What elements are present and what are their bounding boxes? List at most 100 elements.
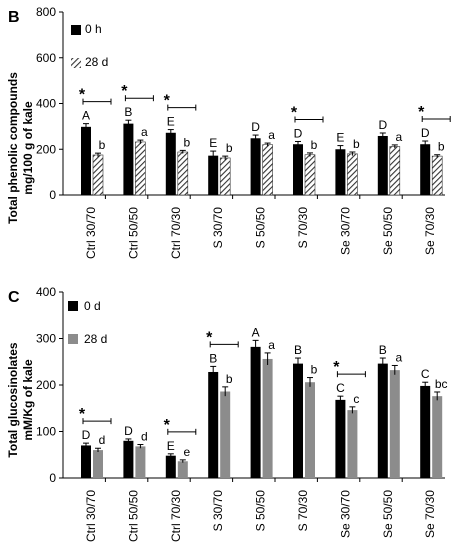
panel-c-bar-0-d-se-70-30 (420, 385, 431, 478)
panel-c-significance-letter-28-d-se-50-50: a (395, 350, 402, 364)
panel-b-category-label-se-30-70: Se 30/70 (338, 207, 352, 255)
panel-b-significance-letter-28-d-ctrl-50-50: a (141, 125, 148, 139)
panel-c-significance-letter-0-d-s-30-70: B (209, 351, 217, 365)
panel-c-bar-0-d-se-30-70 (335, 399, 346, 478)
panel-c-category-label-se-50-50: Se 50/50 (381, 490, 395, 538)
panel-c-significance-letter-28-d-ctrl-50-50: d (141, 430, 148, 444)
panel-c-significance-letter-0-d-ctrl-50-50: D (124, 424, 133, 438)
panel-b-bar-28-d-s-50-50 (262, 144, 273, 196)
panel-b-bar-0-h-se-50-50 (377, 135, 388, 195)
panel-c-category-label-se-70-30: Se 70/30 (423, 490, 437, 538)
panel-c-significance-letter-0-d-ctrl-30-70: D (82, 428, 91, 442)
panel-c-ylabel-line1: Total glucosinolates (6, 342, 20, 457)
panel-b-bar-0-h-se-30-70 (335, 149, 346, 195)
panel-b-significance-letter-0-h-ctrl-70-30: E (167, 115, 175, 129)
panel-b-category-label-ctrl-70-30: Ctrl 70/30 (169, 207, 183, 259)
panel-c-category-label-s-50-50: S 50/50 (254, 490, 268, 532)
panel-b-ytick-label-200: 200 (36, 142, 56, 156)
panel-b-bar-0-h-se-70-30 (420, 144, 431, 195)
panel-c-significance-letter-0-d-s-70-30: B (294, 343, 302, 357)
panel-b-legend-label-28-d: 28 d (85, 55, 108, 69)
panel-b-significance-letter-28-d-s-50-50: a (268, 128, 275, 142)
panel-b-sig-star-ctrl-30-70: * (79, 87, 86, 104)
panel-c-significance-letter-28-d-se-70-30: bc (435, 377, 448, 391)
panel-c-significance-letter-0-d-se-50-50: B (379, 343, 387, 357)
panel-b-ytick-label-400: 400 (36, 97, 56, 111)
panel-c-category-label-se-30-70: Se 30/70 (338, 490, 352, 538)
panel-b-significance-letter-0-h-s-70-30: D (294, 126, 303, 140)
panel-c-bar-28-d-se-70-30 (432, 396, 443, 478)
panel-b-significance-letter-28-d-se-50-50: a (395, 130, 402, 144)
panel-b-bar-0-h-ctrl-30-70 (81, 126, 91, 195)
panel-c-significance-letter-28-d-ctrl-70-30: e (183, 445, 190, 459)
panel-b-ylabel-line1: Total phenolic compounds (6, 72, 20, 224)
panel-b-significance-letter-28-d-se-30-70: b (353, 137, 360, 151)
panel-c-category-label-ctrl-30-70: Ctrl 30/70 (84, 490, 98, 542)
panel-b-bar-0-h-s-50-50 (250, 138, 261, 195)
panel-b-significance-letter-28-d-s-30-70: b (226, 141, 233, 155)
panel-c-sig-star-se-30-70: * (333, 359, 340, 376)
panel-b-sig-star-se-70-30: * (418, 104, 425, 121)
panel-b-category-label-se-50-50: Se 50/50 (381, 207, 395, 255)
panel-c-bar-28-d-ctrl-70-30 (177, 461, 188, 478)
panel-b-category-label-s-50-50: S 50/50 (254, 207, 268, 249)
panel-c-legend-swatch-0-d (68, 301, 78, 311)
panel-b-bar-28-d-se-30-70 (347, 153, 358, 196)
panel-b-sig-star-s-70-30: * (291, 104, 298, 121)
panel-c-significance-letter-0-d-ctrl-70-30: E (167, 439, 175, 453)
panel-b-bar-0-h-s-30-70 (208, 155, 219, 195)
panel-b-bar-0-h-ctrl-50-50 (123, 123, 134, 195)
panel-c-bar-28-d-s-50-50 (262, 358, 273, 478)
panel-c-sig-star-ctrl-70-30: * (164, 417, 171, 434)
panel-c-bar-0-d-s-70-30 (293, 363, 303, 478)
panel-b-sig-star-ctrl-50-50: * (121, 83, 128, 100)
panel-c-sig-star-s-30-70: * (206, 329, 213, 346)
panel-c-bar-28-d-s-30-70 (220, 391, 231, 478)
panel-c-significance-letter-28-d-s-50-50: a (268, 338, 275, 352)
panel-b-category-label-ctrl-30-70: Ctrl 30/70 (84, 207, 98, 259)
panel-c-category-label-s-70-30: S 70/30 (296, 490, 310, 532)
panel-b-bar-28-d-ctrl-30-70 (92, 154, 104, 196)
panel-c-significance-letter-28-d-s-30-70: b (226, 372, 233, 386)
panel-b-category-label-s-70-30: S 70/30 (296, 207, 310, 249)
panel-c-legend-label-28-d: 28 d (84, 332, 107, 346)
panel-b-legend-label-0-h: 0 h (85, 22, 102, 36)
panel-c-letter: C (8, 289, 20, 306)
panel-c-sig-star-ctrl-30-70: * (79, 406, 86, 423)
panel-b-significance-letter-28-d-s-70-30: b (311, 138, 318, 152)
panel-c-bar-0-d-ctrl-70-30 (165, 455, 176, 478)
panel-c-bar-0-d-se-50-50 (377, 363, 388, 478)
panel-c: C Total glucosinolates mM/Kg of kale 0 10… (6, 285, 448, 542)
panel-b-plot: 0 200 400 600 800 Ctrl 30/70 Ab * Ctrl 50/50 Ba * C… (36, 5, 451, 259)
panel-b-sig-star-ctrl-70-30: * (164, 93, 171, 110)
panel-b-significance-letter-0-h-ctrl-30-70: A (82, 109, 90, 123)
panel-b-bar-0-h-s-70-30 (293, 144, 303, 195)
panel-c-bar-28-d-s-70-30 (305, 382, 315, 478)
panel-c-significance-letter-28-d-s-70-30: b (311, 363, 318, 377)
panel-c-bar-0-d-s-30-70 (208, 371, 219, 478)
panel-b-bar-28-d-ctrl-50-50 (135, 141, 146, 196)
panel-b-bar-0-h-ctrl-70-30 (165, 132, 176, 195)
panel-b-letter: B (8, 9, 20, 26)
panel-c-ylabel-line2: mM/Kg of kale (21, 359, 35, 441)
panel-b-ytick-label-800: 800 (36, 5, 56, 19)
panel-c-bar-28-d-ctrl-50-50 (135, 446, 146, 478)
panel-b-significance-letter-0-h-se-50-50: D (378, 118, 387, 132)
panel-b-bar-28-d-s-70-30 (304, 154, 316, 196)
panel-b-legend-swatch-28-d (71, 58, 81, 68)
panel-b-significance-letter-0-h-s-30-70: E (209, 136, 217, 150)
panel-c-significance-letter-0-d-s-50-50: A (252, 325, 260, 339)
panel-c-significance-letter-28-d-se-30-70: c (353, 392, 359, 406)
panel-c-bar-0-d-ctrl-30-70 (81, 445, 91, 478)
panel-b-bar-28-d-se-70-30 (431, 155, 443, 196)
panel-b-ylabel-line2: mg/100 g of kale (21, 101, 35, 195)
panel-b-significance-letter-0-h-ctrl-50-50: B (124, 105, 132, 119)
panel-b-significance-letter-28-d-se-70-30: b (438, 140, 445, 154)
panel-c-significance-letter-0-d-se-70-30: C (421, 367, 430, 381)
panel-b-significance-letter-28-d-ctrl-30-70: b (99, 138, 106, 152)
panel-c-ytick-label-300: 300 (36, 332, 56, 346)
panel-c-category-label-ctrl-50-50: Ctrl 50/50 (126, 490, 140, 542)
panel-b-bar-28-d-s-30-70 (219, 157, 231, 196)
panel-c-ytick-label-0: 0 (49, 471, 56, 485)
